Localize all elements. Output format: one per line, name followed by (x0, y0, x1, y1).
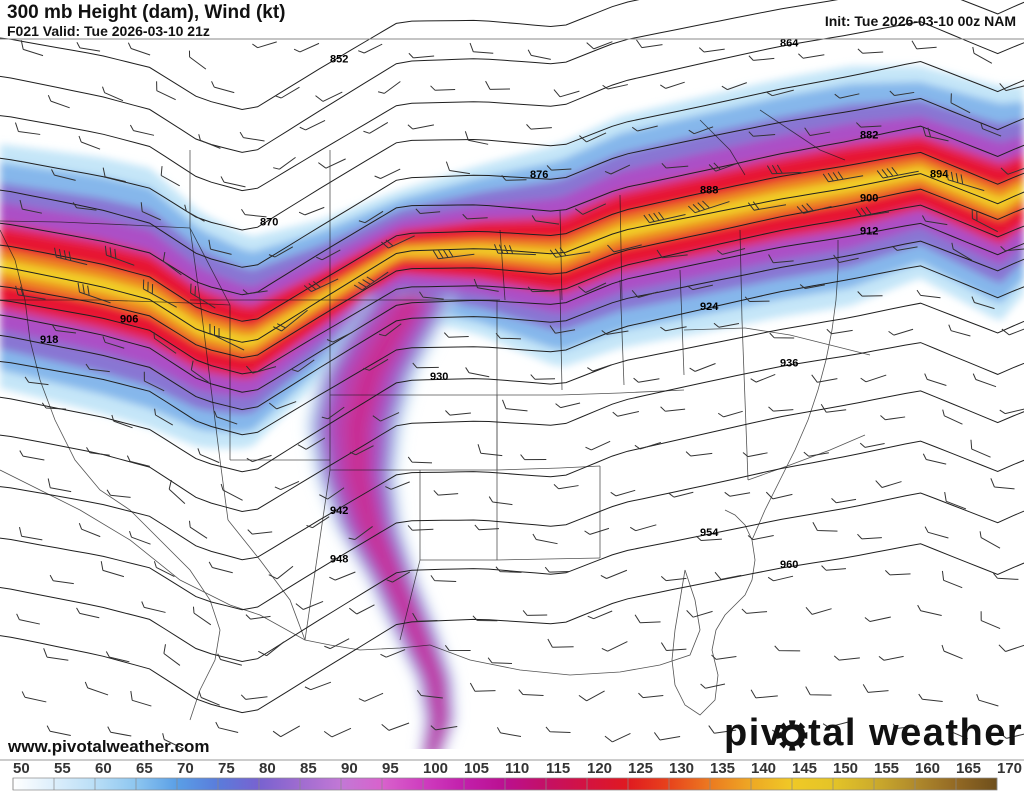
svg-text:90: 90 (341, 760, 358, 777)
svg-text:85: 85 (300, 760, 317, 777)
svg-text:pivotal weather: pivotal weather (724, 712, 1023, 754)
svg-text:135: 135 (710, 760, 735, 777)
svg-text:70: 70 (177, 760, 194, 777)
svg-text:125: 125 (628, 760, 653, 777)
svg-text:75: 75 (218, 760, 235, 777)
svg-text:100: 100 (423, 760, 448, 777)
svg-text:140: 140 (751, 760, 776, 777)
svg-text:60: 60 (95, 760, 112, 777)
svg-text:55: 55 (54, 760, 71, 777)
svg-text:80: 80 (259, 760, 276, 777)
svg-text:150: 150 (833, 760, 858, 777)
svg-text:50: 50 (13, 760, 30, 777)
svg-text:160: 160 (915, 760, 940, 777)
svg-text:155: 155 (874, 760, 899, 777)
svg-text:95: 95 (382, 760, 399, 777)
svg-text:65: 65 (136, 760, 153, 777)
svg-text:170: 170 (997, 760, 1022, 777)
svg-text:165: 165 (956, 760, 981, 777)
svg-text:115: 115 (546, 760, 570, 777)
svg-text:130: 130 (669, 760, 694, 777)
svg-text:105: 105 (464, 760, 489, 777)
svg-text:110: 110 (505, 760, 529, 777)
svg-text:120: 120 (587, 760, 612, 777)
svg-text:145: 145 (792, 760, 817, 777)
